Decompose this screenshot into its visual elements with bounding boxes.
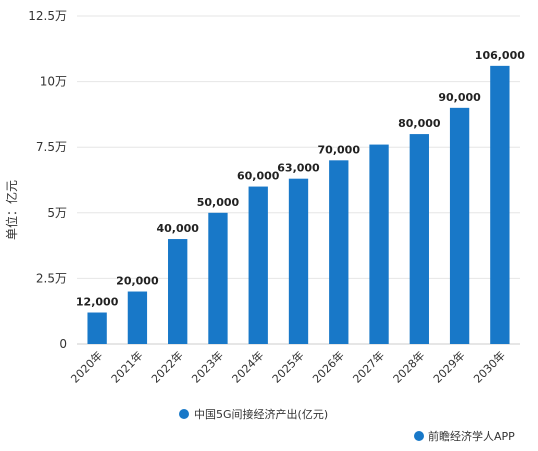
data-label: 40,000 bbox=[156, 222, 199, 235]
data-label: 50,000 bbox=[197, 196, 240, 209]
bar bbox=[168, 239, 188, 344]
y-axis-ticks: 0 2.5万 5万 7.5万 10万 12.5万 bbox=[28, 9, 67, 351]
x-tick-label: 2020年 bbox=[68, 348, 105, 385]
bar bbox=[369, 144, 389, 344]
bar bbox=[248, 186, 268, 344]
data-label: 60,000 bbox=[237, 170, 280, 183]
x-tick-label: 2026年 bbox=[309, 348, 346, 385]
bar bbox=[87, 312, 107, 344]
x-tick-label: 2029年 bbox=[430, 348, 467, 385]
bar bbox=[127, 291, 148, 344]
x-tick-label: 2024年 bbox=[229, 348, 266, 385]
x-tick-label: 2028年 bbox=[390, 348, 427, 385]
source-text: 前瞻经济学人APP bbox=[428, 429, 515, 443]
source-logo-icon bbox=[414, 431, 424, 441]
y-tick-label: 10万 bbox=[40, 75, 67, 89]
x-tick-label: 2025年 bbox=[269, 348, 306, 385]
x-tick-label: 2021年 bbox=[108, 348, 145, 385]
y-tick-label: 5万 bbox=[47, 206, 67, 220]
x-tick-label: 2027年 bbox=[350, 348, 387, 385]
bars bbox=[87, 65, 510, 344]
y-tick-label: 0 bbox=[59, 337, 67, 351]
data-label: 20,000 bbox=[116, 275, 159, 288]
data-label: 63,000 bbox=[277, 162, 320, 175]
data-label: 70,000 bbox=[318, 143, 361, 156]
data-label: 90,000 bbox=[438, 91, 481, 104]
data-label: 106,000 bbox=[475, 49, 525, 62]
x-tick-label: 2023年 bbox=[189, 348, 226, 385]
data-label: 80,000 bbox=[398, 117, 441, 130]
grid-lines bbox=[77, 15, 520, 279]
x-tick-label: 2022年 bbox=[148, 348, 185, 385]
y-tick-label: 12.5万 bbox=[28, 9, 67, 23]
y-tick-label: 7.5万 bbox=[36, 140, 67, 154]
x-axis-ticks: 2020年 2021年 2022年 2023年 2024年 2025年 2026年 2027年… bbox=[68, 348, 508, 385]
source-credit: 前瞻经济学人APP bbox=[414, 429, 515, 443]
bar bbox=[329, 160, 349, 344]
bar bbox=[288, 178, 309, 344]
legend-marker bbox=[179, 409, 189, 419]
bar bbox=[208, 212, 228, 344]
bar bbox=[449, 107, 470, 344]
bar bbox=[490, 65, 510, 344]
y-tick-label: 2.5万 bbox=[36, 271, 67, 285]
data-label: 12,000 bbox=[76, 296, 119, 309]
legend: 中国5G间接经济产出(亿元) bbox=[179, 407, 328, 421]
legend-label: 中国5G间接经济产出(亿元) bbox=[194, 407, 328, 421]
y-axis-label: 单位：亿元 bbox=[4, 180, 19, 240]
x-tick-label: 2030年 bbox=[471, 348, 508, 385]
bar bbox=[409, 134, 429, 344]
